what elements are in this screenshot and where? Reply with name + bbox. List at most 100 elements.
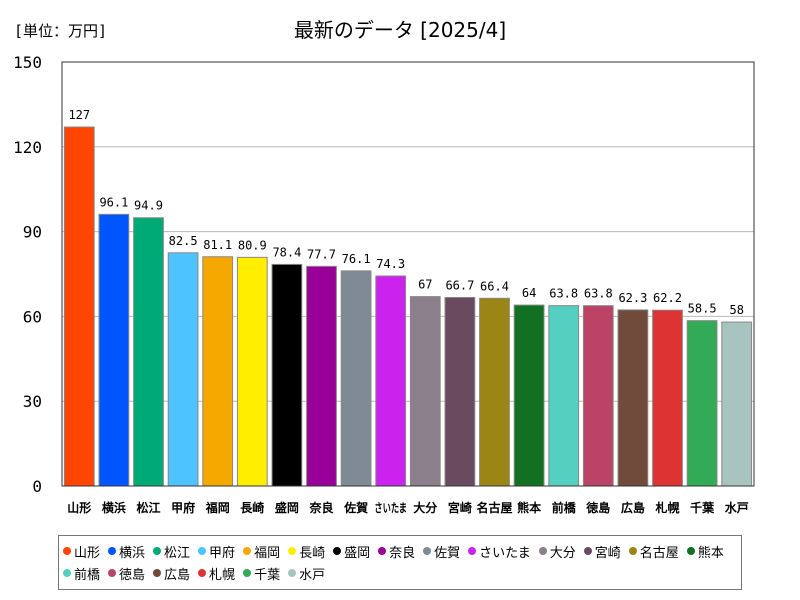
legend-item: 徳島 xyxy=(108,562,145,584)
legend-item: 奈良 xyxy=(378,540,415,562)
y-tick-label: 150 xyxy=(13,53,42,72)
bar xyxy=(271,263,303,487)
bar xyxy=(133,217,164,487)
bar xyxy=(617,309,649,487)
legend-label: 長崎 xyxy=(299,545,326,561)
legend-label: 奈良 xyxy=(389,545,416,561)
value-label: 63.8 xyxy=(584,287,613,301)
value-label: 66.4 xyxy=(480,279,509,293)
legend-item: 水戸 xyxy=(288,562,325,584)
x-tick-label: 徳島 xyxy=(585,500,610,515)
legend-label: 名古屋 xyxy=(639,545,679,561)
x-tick-label: 山形 xyxy=(67,500,91,515)
bar xyxy=(548,305,580,487)
legend-item: 盛岡 xyxy=(333,540,370,562)
value-label: 58.5 xyxy=(688,302,717,316)
legend-item: 千葉 xyxy=(243,562,280,584)
legend-marker xyxy=(288,547,297,555)
legend-marker xyxy=(686,547,695,555)
value-label: 62.2 xyxy=(653,291,682,305)
legend-label: 山形 xyxy=(74,545,101,561)
legend-marker xyxy=(153,547,162,555)
bar xyxy=(582,305,614,487)
legend-item: 札幌 xyxy=(198,562,235,584)
unit-label: [単位：万円] xyxy=(14,22,108,40)
x-tick-label: 福岡 xyxy=(205,500,230,515)
x-tick-label: 盛岡 xyxy=(275,500,299,515)
legend-marker xyxy=(583,547,592,555)
x-tick-label: 長崎 xyxy=(240,500,264,515)
legend-marker xyxy=(243,569,252,577)
value-label: 80.9 xyxy=(238,238,267,252)
legend-item: 大分 xyxy=(538,540,576,562)
bar xyxy=(340,270,372,487)
bar xyxy=(652,309,683,487)
bar xyxy=(375,275,407,487)
legend-item: 横浜 xyxy=(108,540,145,562)
bar xyxy=(236,256,268,487)
x-tick-label: 佐賀 xyxy=(343,500,368,515)
legend-marker xyxy=(628,547,637,555)
legend-label: 松江 xyxy=(164,545,191,561)
legend-item: 熊本 xyxy=(686,540,724,562)
legend-marker xyxy=(378,547,387,555)
x-tick-label: 前橋 xyxy=(552,500,577,515)
x-tick-label: 水戸 xyxy=(725,500,749,515)
bar xyxy=(167,252,199,487)
legend-label: 甲府 xyxy=(209,545,236,561)
legend-label: さいたま xyxy=(479,545,531,561)
value-label: 127 xyxy=(68,108,90,122)
legend-item: 佐賀 xyxy=(423,540,460,562)
bar xyxy=(63,126,95,487)
value-label: 62.3 xyxy=(618,291,647,305)
legend-label: 前橋 xyxy=(74,567,101,583)
x-tick-label: 横浜 xyxy=(102,500,126,515)
x-tick-label: 広島 xyxy=(621,500,645,515)
legend-marker xyxy=(153,569,162,577)
value-label: 76.1 xyxy=(342,252,371,266)
legend-item: 広島 xyxy=(153,562,190,584)
y-tick-label: 0 xyxy=(32,477,42,496)
legend-item: 前橋 xyxy=(63,562,100,584)
y-tick-label: 120 xyxy=(13,138,42,157)
y-tick-labels: 0 30 60 90 120 150 xyxy=(13,53,42,496)
legend-label: 広島 xyxy=(164,567,191,583)
value-label: 63.8 xyxy=(549,287,578,301)
bar xyxy=(444,296,476,487)
value-label: 78.4 xyxy=(272,245,301,259)
x-tick-label: 大分 xyxy=(413,500,437,515)
legend-marker xyxy=(108,569,117,577)
legend-item: 福岡 xyxy=(243,540,280,562)
value-label: 77.7 xyxy=(307,247,336,261)
legend-label: 水戸 xyxy=(299,567,326,583)
legend-marker xyxy=(243,547,252,555)
plot-frame xyxy=(61,61,755,487)
value-label: 74.3 xyxy=(376,257,405,271)
legend-item: 宮崎 xyxy=(583,540,621,562)
x-tick-label: 名古屋 xyxy=(476,500,512,515)
y-tick-label: 30 xyxy=(23,392,42,411)
bar xyxy=(686,320,718,487)
chart-title: 最新のデータ [2025/4] xyxy=(293,18,507,42)
bar xyxy=(409,296,441,487)
legend-item: 長崎 xyxy=(288,540,325,562)
legend-label: 福岡 xyxy=(254,545,281,561)
legend-label: 横浜 xyxy=(119,545,146,561)
legend-item: さいたま xyxy=(468,540,531,562)
value-label: 81.1 xyxy=(203,238,232,252)
legend-marker xyxy=(468,547,477,555)
x-tick-labels: 山形 横浜 松江 甲府 福岡 長崎 盛岡 奈良 佐賀 さいたま 大分 宮崎 名古屋 熊本 前橋 徳島 広島 札幌千… xyxy=(67,500,748,515)
legend: 山形 横浜 松江 甲府 福岡 長崎 盛岡 奈良 佐賀 さいたま 大分 宮崎 名古屋 熊本前橋 徳島 広島 札幌 千… xyxy=(58,535,742,590)
bar-chart: 0 30 60 90 120 150 127 96.1 94.9 82.5 81.1 80.9 78.… xyxy=(13,53,755,515)
legend-label: 盛岡 xyxy=(344,545,371,561)
value-label: 66.7 xyxy=(445,278,474,292)
value-label: 94.9 xyxy=(134,199,163,213)
value-label: 58 xyxy=(729,303,743,317)
value-label: 96.1 xyxy=(99,195,128,209)
grid-lines xyxy=(62,146,754,402)
legend-label: 徳島 xyxy=(119,567,146,583)
legend-marker xyxy=(333,547,342,555)
legend-label: 千葉 xyxy=(254,567,281,583)
x-tick-label: 宮崎 xyxy=(448,500,472,515)
legend-marker xyxy=(288,569,297,577)
